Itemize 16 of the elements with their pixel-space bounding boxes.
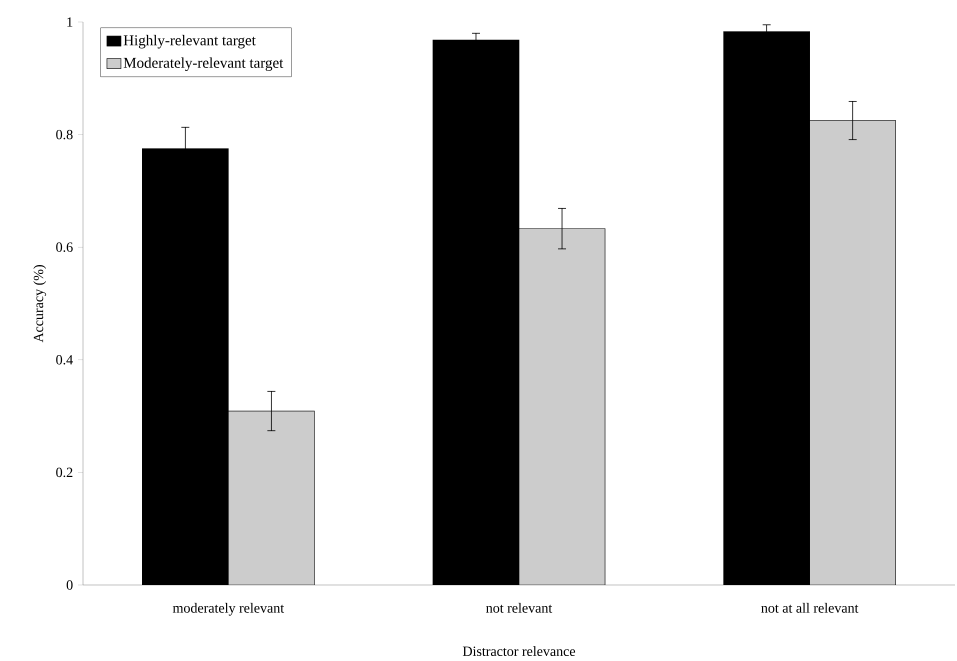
- x-tick-label: not relevant: [486, 602, 552, 613]
- y-tick-label: 0.6: [56, 242, 73, 252]
- bar: [518, 228, 606, 585]
- y-axis-title: Accuracy (%): [33, 265, 46, 342]
- y-tick-label: 0.4: [56, 355, 73, 365]
- x-axis-title: Distractor relevance: [462, 646, 576, 656]
- legend-label: Moderately-relevant target: [124, 57, 284, 71]
- y-tick-label: 1: [67, 17, 72, 27]
- bar: [228, 410, 315, 585]
- y-tick-label: 0: [66, 580, 73, 590]
- x-tick-label: not at all relevant: [761, 602, 858, 613]
- legend-label: Highly-relevant target: [124, 34, 256, 48]
- bar: [809, 120, 896, 585]
- x-tick-label: moderately relevant: [172, 602, 284, 616]
- y-tick-label: 0.2: [56, 468, 72, 478]
- y-tick-label: 0.8: [56, 130, 73, 140]
